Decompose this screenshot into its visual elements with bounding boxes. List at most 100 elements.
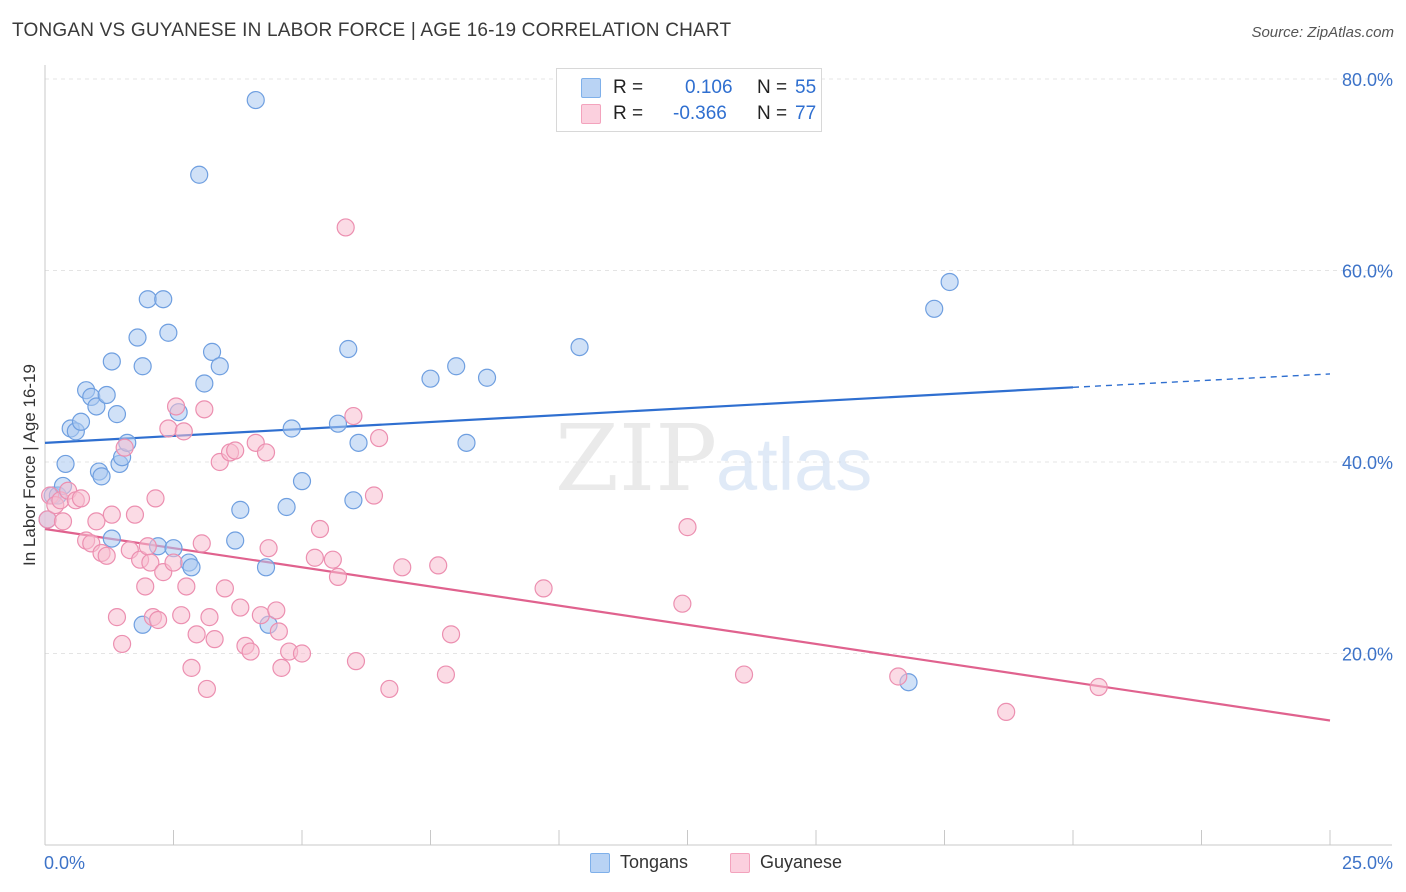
n-label: N = bbox=[757, 77, 788, 98]
guyanese-point bbox=[112, 634, 132, 654]
guyanese-point bbox=[174, 422, 193, 441]
tongan-point bbox=[92, 467, 111, 486]
tongan-point bbox=[71, 412, 91, 431]
guyanese-point bbox=[267, 601, 286, 620]
y-tick-label: 40.0% bbox=[1342, 453, 1393, 473]
r-label: R = bbox=[613, 77, 644, 98]
guyanese-point bbox=[182, 658, 201, 677]
guyanese-point bbox=[164, 553, 183, 572]
source-credit: Source: ZipAtlas.com bbox=[1251, 24, 1394, 41]
tongan-point bbox=[256, 558, 276, 577]
guyanese-point bbox=[195, 400, 214, 419]
tongan-point bbox=[56, 454, 75, 474]
n-label: N = bbox=[757, 103, 788, 124]
guyanese-point bbox=[436, 665, 456, 684]
tongan-point bbox=[447, 357, 466, 376]
tongan-point bbox=[282, 419, 301, 438]
guyanese-point bbox=[192, 534, 211, 553]
guyanese-point bbox=[1089, 677, 1108, 697]
n-value: 55 bbox=[795, 77, 817, 98]
guyanese-point bbox=[115, 438, 134, 457]
tongan-point bbox=[102, 352, 121, 371]
guyanese-point bbox=[310, 519, 330, 539]
guyanese-point bbox=[107, 608, 127, 627]
guyanese-point bbox=[429, 556, 448, 575]
guyanese-point bbox=[226, 441, 245, 460]
guyanese-point bbox=[997, 702, 1016, 722]
legend-item-guyanese[interactable]: Guyanese bbox=[730, 852, 842, 873]
guyanese-point bbox=[328, 567, 348, 587]
guyanese-point bbox=[370, 428, 389, 448]
legend-swatch-tongans bbox=[590, 852, 610, 873]
guyanese-point bbox=[200, 608, 219, 627]
guyanese-point bbox=[272, 658, 291, 677]
x-tick-label-min: 0.0% bbox=[44, 853, 85, 873]
guyanese-point bbox=[205, 630, 224, 649]
tongan-point bbox=[87, 397, 106, 416]
tongan-point bbox=[190, 165, 209, 184]
tongan-point bbox=[102, 529, 121, 548]
legend-swatch-guyanese bbox=[730, 852, 750, 873]
watermark-zip: ZIP bbox=[555, 405, 717, 512]
guyanese-point bbox=[292, 644, 312, 663]
guyanese-point bbox=[102, 505, 121, 524]
guyanese-point bbox=[380, 679, 399, 699]
tongan-point bbox=[925, 299, 944, 318]
guyanese-point bbox=[441, 625, 461, 644]
y-tick-label: 60.0% bbox=[1342, 262, 1393, 282]
tongan-point bbox=[570, 338, 589, 357]
guyanese-point bbox=[187, 625, 206, 644]
tongan-point bbox=[182, 558, 201, 577]
guyanese-point bbox=[177, 577, 196, 596]
guyanese-point bbox=[148, 610, 168, 630]
watermark: ZIP atlas bbox=[555, 405, 872, 512]
guyanese-point bbox=[251, 606, 270, 625]
x-tick-labels: 0.0% 25.0% bbox=[44, 853, 1393, 873]
guyanese-point bbox=[125, 505, 145, 524]
tongan-point bbox=[128, 328, 147, 347]
guyanese-point bbox=[678, 518, 697, 537]
guyanese-point bbox=[534, 579, 553, 598]
tongan-point bbox=[328, 414, 348, 433]
guyanese-point bbox=[241, 642, 260, 661]
tongan-point bbox=[339, 339, 358, 359]
guyanese-point bbox=[344, 406, 363, 426]
axes bbox=[44, 65, 1392, 846]
guyanese-swatch bbox=[581, 104, 601, 124]
y-tick-label: 20.0% bbox=[1342, 645, 1393, 665]
trend-lines bbox=[44, 373, 1331, 722]
legend-label-guyanese: Guyanese bbox=[760, 852, 843, 872]
data-points bbox=[38, 90, 1108, 722]
tongan-point bbox=[133, 357, 152, 376]
tongan-point bbox=[159, 323, 178, 342]
guyanese-point bbox=[166, 397, 186, 416]
guyanese-point bbox=[97, 546, 116, 565]
y-axis-label: In Labor Force | Age 16-19 bbox=[20, 364, 39, 566]
tongan-point bbox=[421, 369, 440, 388]
gridlines bbox=[45, 78, 1392, 654]
guyanese-point bbox=[138, 537, 157, 556]
guyanese-point bbox=[159, 419, 178, 438]
guyanese-point bbox=[305, 548, 324, 567]
guyanese-point bbox=[197, 679, 217, 699]
guyanese-trend-line bbox=[44, 527, 1331, 722]
guyanese-point bbox=[172, 606, 191, 625]
guyanese-point bbox=[889, 667, 908, 686]
guyanese-point bbox=[87, 512, 106, 531]
guyanese-point bbox=[346, 652, 366, 671]
tongan-point bbox=[344, 491, 363, 510]
tongans-swatch bbox=[581, 78, 601, 98]
legend-item-tongans[interactable]: Tongans bbox=[590, 852, 688, 873]
tongan-point bbox=[107, 405, 127, 424]
y-tick-labels: 20.0% 40.0% 60.0% 80.0% bbox=[1342, 70, 1393, 665]
n-value: 77 bbox=[795, 103, 817, 124]
x-tick-label-max: 25.0% bbox=[1342, 853, 1393, 873]
guyanese-point bbox=[71, 489, 91, 508]
guyanese-point bbox=[53, 512, 73, 531]
tongan-point bbox=[277, 497, 296, 517]
tongan-point bbox=[477, 368, 497, 387]
tongan-point bbox=[940, 272, 959, 292]
chart-title: TONGAN VS GUYANESE IN LABOR FORCE | AGE … bbox=[12, 20, 732, 41]
tongan-point bbox=[97, 385, 116, 405]
